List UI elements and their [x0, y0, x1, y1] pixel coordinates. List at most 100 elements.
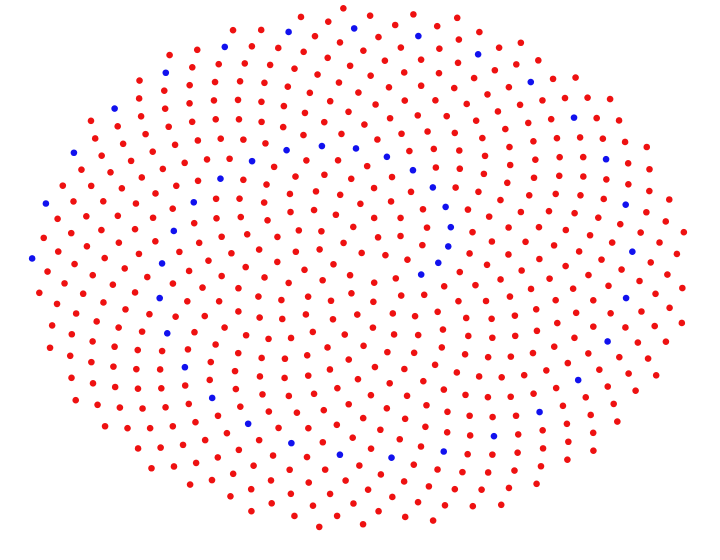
red-dot [259, 391, 266, 398]
red-dot [580, 173, 587, 180]
red-dot [361, 121, 368, 128]
red-dot [324, 18, 332, 25]
red-dot [188, 64, 196, 71]
red-dot [265, 408, 273, 415]
red-dot [118, 185, 126, 192]
red-dot [463, 100, 471, 108]
red-dot [419, 241, 426, 249]
red-dot [513, 61, 520, 68]
red-dot [255, 293, 262, 300]
blue-dot [190, 198, 198, 206]
red-dot [370, 298, 377, 306]
red-dot [414, 331, 422, 339]
red-dot [529, 349, 537, 357]
red-dot [505, 224, 512, 231]
red-dot [218, 233, 225, 241]
red-dot [386, 114, 394, 122]
red-dot [136, 77, 143, 84]
red-dot [186, 481, 194, 488]
red-dot [456, 268, 464, 276]
red-dot [303, 453, 311, 461]
red-dot [552, 190, 560, 198]
red-dot [159, 165, 167, 173]
red-dot [300, 48, 307, 56]
blue-dot [28, 255, 36, 262]
red-dot [364, 486, 372, 494]
red-dot [494, 108, 502, 115]
red-dot [169, 280, 177, 287]
red-dot [353, 311, 361, 318]
red-dot [678, 319, 686, 327]
red-dot [616, 220, 624, 228]
red-dot [453, 14, 461, 22]
red-dot [596, 366, 603, 373]
red-dot [530, 390, 537, 397]
blue-dot [570, 114, 578, 121]
red-dot [424, 128, 431, 135]
red-dot [210, 97, 218, 104]
red-dot [470, 74, 478, 82]
red-dot [432, 97, 439, 104]
red-dot [100, 299, 107, 306]
blue-dot [622, 294, 630, 302]
red-dot [550, 242, 558, 249]
red-dot [564, 359, 572, 367]
red-dot [374, 136, 381, 143]
red-dot [585, 350, 592, 357]
red-dot [478, 486, 485, 493]
red-dot [214, 454, 222, 461]
red-dot [237, 213, 245, 221]
blue-dot [602, 155, 610, 163]
red-dot [319, 276, 326, 284]
red-dot [329, 315, 337, 323]
red-dot [481, 152, 489, 160]
red-dot [527, 285, 535, 293]
red-dot [367, 391, 375, 399]
blue-dot [474, 51, 482, 58]
red-dot [46, 344, 54, 352]
red-dot [192, 459, 200, 467]
red-dot [370, 279, 378, 287]
red-dot [489, 413, 496, 421]
red-dot [169, 422, 177, 430]
red-dot [138, 174, 146, 181]
red-dot [417, 56, 425, 63]
red-dot [662, 218, 670, 225]
blue-dot [318, 142, 326, 150]
blue-dot [162, 69, 170, 77]
red-dot [72, 310, 80, 317]
red-dot [194, 137, 202, 144]
red-dot [552, 384, 560, 392]
red-dot [321, 171, 328, 179]
red-dot [278, 315, 286, 323]
red-dot [116, 404, 124, 411]
red-dot [334, 384, 341, 392]
red-dot [392, 275, 400, 282]
red-dot [600, 195, 608, 203]
red-dot [377, 471, 385, 478]
red-dot [532, 305, 540, 313]
red-dot [484, 469, 492, 476]
red-dot [621, 138, 629, 146]
red-dot [109, 281, 117, 289]
red-dot [181, 382, 189, 389]
red-dot [336, 191, 344, 199]
red-dot [158, 347, 166, 355]
red-dot [389, 310, 397, 317]
red-dot [625, 370, 632, 377]
red-dot [262, 140, 269, 147]
red-dot [401, 415, 409, 423]
red-dot [388, 173, 396, 181]
red-dot [579, 153, 587, 161]
red-dot [234, 349, 242, 357]
red-dot [590, 323, 597, 330]
red-dot [372, 101, 379, 108]
red-dot [293, 409, 301, 417]
red-dot [604, 383, 612, 390]
red-dot [221, 324, 228, 331]
red-dot [603, 176, 610, 183]
red-dot [333, 421, 341, 429]
red-dot [576, 134, 584, 141]
red-dot [203, 156, 211, 163]
